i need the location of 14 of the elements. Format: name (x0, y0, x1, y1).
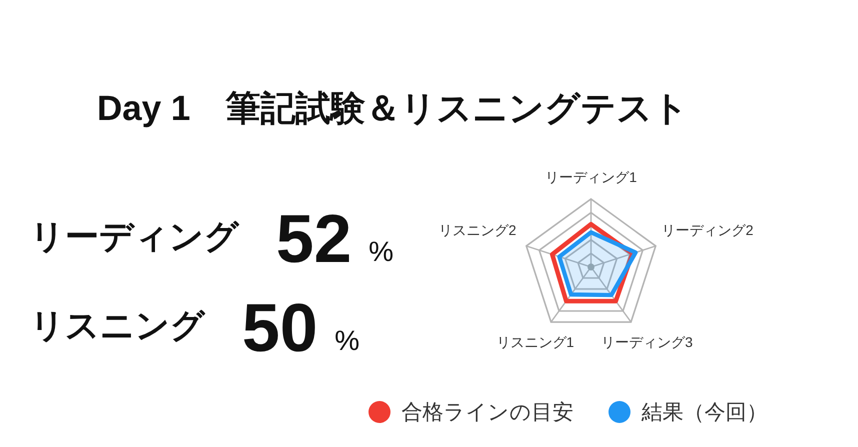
annotation: % (334, 325, 360, 356)
annotation: 52 (276, 201, 352, 277)
annotation: リスニング (30, 307, 205, 345)
annotation: 50 (242, 290, 318, 366)
annotation: リーディング (30, 218, 239, 256)
title: Day 1 筆記試験＆リスニングテスト (97, 89, 688, 128)
category-label: リーディング2 (662, 222, 754, 238)
category-label: リーディング1 (545, 169, 637, 185)
category-label: リーディング3 (600, 334, 693, 350)
annotation: % (368, 236, 394, 267)
legend-label: 結果（今回） (642, 401, 768, 424)
category-label: リスニング1 (496, 334, 574, 350)
category-label: リスニング2 (438, 222, 516, 238)
legend-label: 合格ラインの目安 (402, 401, 574, 424)
